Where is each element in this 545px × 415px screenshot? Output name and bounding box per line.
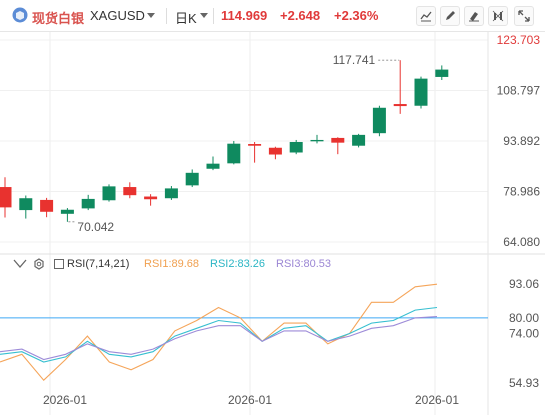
price-axis: 123.703 108.797 93.892 78.986 64.080 bbox=[497, 33, 541, 249]
rsi3-value: RSI3:80.53 bbox=[276, 258, 332, 270]
candle-body bbox=[331, 137, 345, 143]
candle-body bbox=[310, 139, 324, 142]
price-tick-label: 64.080 bbox=[503, 235, 540, 249]
symbol-label[interactable]: XAGUSD bbox=[90, 8, 145, 23]
rsi-tick-label: 93.06 bbox=[509, 277, 539, 291]
period-selector[interactable]: 日K bbox=[175, 11, 197, 26]
high-label: 117.741 bbox=[333, 53, 376, 67]
rsi-tick-label: 54.93 bbox=[509, 376, 539, 390]
candle-body bbox=[0, 187, 12, 208]
indicator-checkbox[interactable] bbox=[54, 259, 64, 269]
compare-button[interactable] bbox=[488, 6, 508, 26]
candle-body bbox=[164, 188, 178, 199]
rsi2-value: RSI2:83.26 bbox=[210, 258, 266, 270]
candle-body bbox=[144, 196, 158, 200]
delete-button[interactable] bbox=[464, 6, 484, 26]
price-tick-label: 108.797 bbox=[497, 84, 541, 98]
candle-body bbox=[40, 199, 54, 212]
divider bbox=[166, 8, 167, 24]
candle-body bbox=[393, 104, 407, 107]
eye-icon[interactable] bbox=[13, 259, 27, 269]
rsi1-value: RSI1:89.68 bbox=[144, 258, 200, 270]
candle-body bbox=[352, 134, 366, 146]
low-label: 70.042 bbox=[77, 220, 114, 234]
candle-body bbox=[414, 78, 428, 106]
divider bbox=[213, 8, 214, 24]
candle-body bbox=[102, 186, 116, 201]
indicator-button[interactable] bbox=[416, 6, 436, 26]
candle-body bbox=[185, 172, 199, 186]
rsi-series-2 bbox=[0, 306, 438, 363]
rsi-series-3 bbox=[0, 316, 438, 361]
delete-icon bbox=[469, 12, 479, 22]
chevron-down-icon[interactable] bbox=[147, 13, 155, 19]
indicator-title[interactable]: RSI(7,14,21) bbox=[67, 258, 130, 270]
price-change: +2.648 bbox=[280, 8, 321, 23]
chevron-down-icon[interactable] bbox=[200, 13, 208, 19]
time-tick-label: 2026-01 bbox=[415, 393, 459, 407]
candlestick-series: 117.741 70.042 bbox=[0, 53, 449, 234]
rsi-series-1 bbox=[0, 283, 438, 381]
candle-body bbox=[227, 143, 241, 164]
candle-body bbox=[248, 144, 262, 146]
candle-body bbox=[19, 198, 33, 211]
candle-body bbox=[60, 209, 74, 214]
candle-body bbox=[123, 187, 137, 196]
indicator-legend: RSI(7,14,21) RSI1:89.68 RSI2:83.26 RSI3:… bbox=[0, 255, 400, 273]
grid bbox=[0, 32, 545, 415]
candle-body bbox=[268, 147, 282, 155]
draw-button[interactable] bbox=[440, 6, 460, 26]
time-tick-label: 2026-01 bbox=[228, 393, 272, 407]
rsi-tick-label: 80.00 bbox=[509, 311, 539, 325]
price-tick-label: 123.703 bbox=[497, 33, 541, 47]
time-tick-label: 2026-01 bbox=[43, 393, 87, 407]
instrument-name[interactable]: 现货白银 bbox=[32, 11, 85, 26]
draw-icon bbox=[446, 11, 455, 20]
last-price: 114.969 bbox=[221, 8, 268, 23]
candle-body bbox=[435, 69, 449, 77]
top-bar: 现货白银 XAGUSD 日K 114.969 +2.648 +2.36% bbox=[0, 0, 545, 32]
compare-icon bbox=[492, 10, 504, 22]
instrument-logo-icon bbox=[12, 7, 28, 23]
fullscreen-button[interactable] bbox=[514, 6, 534, 26]
price-tick-label: 93.892 bbox=[503, 134, 540, 148]
candle-body bbox=[372, 107, 386, 134]
rsi-tick-label: 74.00 bbox=[509, 326, 539, 340]
indicator-icon bbox=[420, 11, 432, 22]
gear-icon[interactable] bbox=[33, 258, 45, 270]
candle-body bbox=[81, 198, 95, 209]
candle-body bbox=[206, 163, 220, 169]
price-tick-label: 78.986 bbox=[503, 184, 540, 198]
fullscreen-icon bbox=[518, 10, 530, 22]
price-change-percent: +2.36% bbox=[334, 8, 379, 23]
chart-area[interactable]: 117.741 70.042 123.703 108.797 93.892 78.986… bbox=[0, 32, 545, 415]
candle-body bbox=[289, 141, 303, 153]
